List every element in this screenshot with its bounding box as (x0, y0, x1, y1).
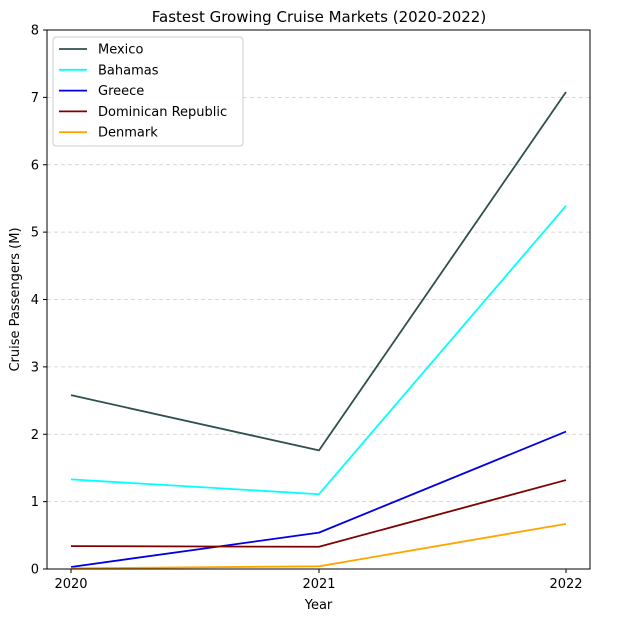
y-tick-label: 4 (31, 293, 39, 308)
series-layer (70, 91, 567, 570)
y-tick-label: 6 (31, 158, 39, 173)
y-tick-label: 1 (31, 495, 39, 510)
legend-label: Dominican Republic (98, 105, 227, 120)
series-line-denmark (70, 522, 567, 570)
y-tick-label: 3 (31, 360, 39, 375)
legend-label: Greece (98, 84, 144, 99)
axes-layer: 0 1 2 3 4 5 6 7 8 2020 2021 2022 (31, 24, 583, 593)
legend-label: Bahamas (98, 63, 159, 78)
y-axis-label: Cruise Passengers (M) (8, 227, 23, 371)
y-tick-label: 8 (31, 24, 39, 39)
x-tick-label: 2022 (549, 577, 582, 592)
legend-label: Denmark (98, 126, 158, 141)
series-line-bahamas (70, 205, 567, 496)
chart-title: Fastest Growing Cruise Markets (2020-202… (152, 8, 486, 26)
y-tick-label: 2 (31, 428, 39, 443)
y-tick-label: 7 (31, 91, 39, 106)
legend: Mexico Bahamas Greece Dominican Republic Den… (52, 36, 244, 147)
legend-box (52, 36, 244, 147)
series-line-greece (70, 430, 567, 568)
y-tick-label: 0 (31, 563, 39, 578)
y-tick-label: 5 (31, 226, 39, 241)
x-axis-label: Year (304, 598, 333, 613)
x-tick-label: 2021 (302, 577, 335, 592)
grid-layer (47, 96, 590, 503)
series-line-dominican-republic (70, 479, 567, 548)
series-line-mexico (70, 91, 567, 452)
legend-label: Mexico (98, 43, 143, 58)
x-tick-label: 2020 (54, 577, 87, 592)
